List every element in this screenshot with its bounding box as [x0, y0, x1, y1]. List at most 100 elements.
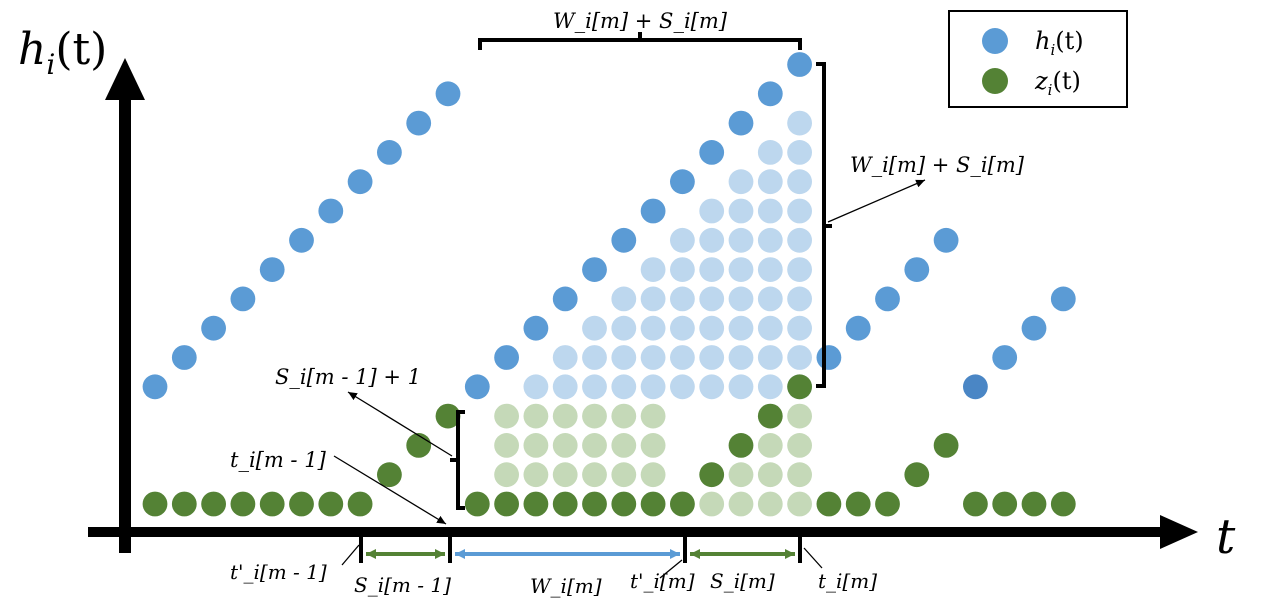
- z-dot: [728, 433, 754, 458]
- h-dot: [1021, 315, 1047, 341]
- z-faded-dot: [523, 462, 549, 488]
- h-dot: [289, 227, 314, 253]
- h-faded-dot: [787, 257, 812, 282]
- left-brace-pointer: [347, 391, 453, 457]
- h-faded-dot: [699, 315, 725, 341]
- z-dot: [435, 403, 461, 429]
- z-faded-dot: [728, 491, 754, 517]
- h-faded-dot: [728, 374, 754, 400]
- h-faded-dot: [757, 374, 783, 400]
- z-faded-dot: [582, 462, 607, 488]
- z-dot: [347, 491, 373, 517]
- h-faded-dot: [611, 374, 637, 400]
- top-brace-label: W_i[m] + S_i[m]: [553, 9, 728, 33]
- h-dot: [816, 345, 842, 370]
- h-faded-dot: [640, 345, 666, 370]
- z-faded-dot: [611, 462, 637, 488]
- h-faded-dot: [699, 227, 725, 253]
- h-dot: [435, 81, 461, 107]
- h-faded-dot: [699, 198, 725, 224]
- h-faded-dot: [757, 140, 783, 165]
- h-faded-dot: [787, 169, 812, 195]
- h-dot: [904, 257, 930, 282]
- bottom-ticks: [359, 537, 802, 563]
- h-faded-dot: [699, 374, 725, 400]
- h-dot: [875, 286, 900, 312]
- right-brace: W_i[m] + S_i[m]: [816, 62, 1025, 388]
- dots-layer: [142, 52, 1076, 517]
- h-dot: [230, 286, 256, 312]
- z-faded-dot: [640, 403, 666, 429]
- z-dot: [816, 491, 842, 517]
- z-faded-dot: [699, 491, 725, 517]
- z-faded-dot: [787, 491, 812, 517]
- h-faded-dot: [582, 345, 607, 370]
- z-dot: [582, 491, 607, 517]
- h-faded-dot: [728, 315, 754, 341]
- z-faded-dot: [494, 462, 519, 488]
- z-faded-dot: [757, 462, 783, 488]
- h-dot: [787, 52, 812, 77]
- t-prime-m-pointer: [659, 559, 683, 579]
- h-faded-dot: [787, 227, 812, 253]
- right-brace-pointer: [827, 179, 926, 223]
- z-dot: [201, 491, 227, 517]
- h-dot: [201, 315, 227, 341]
- h-faded-dot: [728, 227, 754, 253]
- z-dot: [406, 433, 432, 458]
- y-axis-arrowhead: [105, 58, 145, 100]
- t-m-label: t_i[m]: [818, 569, 877, 593]
- legend: hi(t) zi(t): [948, 10, 1128, 108]
- h-faded-dot: [640, 257, 666, 282]
- h-faded-dot: [757, 169, 783, 195]
- h-faded-dot: [670, 374, 695, 400]
- z-faded-dot: [523, 433, 549, 458]
- h-faded-dot: [582, 315, 607, 341]
- z-dot: [230, 491, 256, 517]
- z-faded-dot: [523, 403, 549, 429]
- h-dot: [611, 227, 637, 253]
- legend-z-marker: [982, 68, 1008, 94]
- h-faded-dot: [757, 227, 783, 253]
- z-dot: [494, 491, 519, 517]
- x-axis-label: t: [1216, 509, 1236, 565]
- h-faded-dot: [757, 286, 783, 312]
- z-faded-dot: [640, 462, 666, 488]
- h-faded-dot: [552, 374, 578, 400]
- h-faded-dot: [787, 198, 812, 224]
- h-faded-dot: [728, 286, 754, 312]
- z-dot: [289, 491, 314, 517]
- s-prev-label: S_i[m - 1]: [354, 573, 451, 597]
- h-dot: [377, 140, 402, 165]
- axes: [88, 58, 1198, 553]
- z-faded-dot: [757, 491, 783, 517]
- z-dot: [992, 491, 1018, 517]
- h-faded-dot: [670, 315, 695, 341]
- h-faded-dot: [787, 315, 812, 341]
- z-faded-dot: [552, 433, 578, 458]
- h-faded-dot: [699, 257, 725, 282]
- t-prev-pointer: [333, 455, 447, 525]
- t-prev-label: t_i[m - 1]: [230, 448, 327, 472]
- h-faded-dot: [787, 345, 812, 370]
- h-dot: [728, 110, 754, 136]
- h-dot: [523, 315, 549, 341]
- h-faded-dot: [728, 198, 754, 224]
- z-faded-dot: [494, 433, 519, 458]
- h-faded-dot: [640, 286, 666, 312]
- z-faded-dot: [611, 403, 637, 429]
- z-dot: [963, 491, 988, 517]
- z-dot: [699, 462, 725, 488]
- h-faded-dot: [757, 345, 783, 370]
- z-dot: [142, 491, 168, 517]
- z-faded-dot: [552, 462, 578, 488]
- h-dot: [142, 374, 168, 400]
- h-faded-dot: [670, 257, 695, 282]
- z-dot: [523, 491, 549, 517]
- z-faded-dot: [728, 462, 754, 488]
- h-faded-dot: [552, 345, 578, 370]
- z-faded-dot: [757, 433, 783, 458]
- h-dot: [699, 140, 725, 165]
- right-brace-label: W_i[m] + S_i[m]: [850, 153, 1025, 177]
- h-dot: [171, 345, 197, 370]
